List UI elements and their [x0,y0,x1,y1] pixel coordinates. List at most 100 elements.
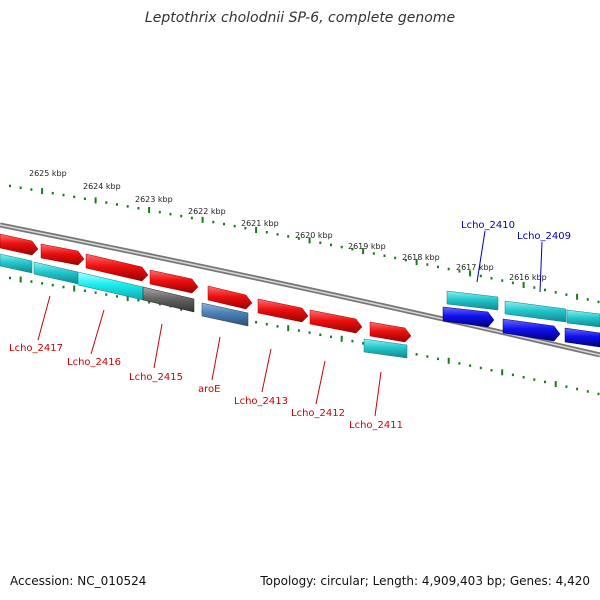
kbp-label-2617: 2617 kbp [456,263,494,272]
gene-arrow-lcho-2416[interactable] [85,253,149,282]
gene-arrow-lcho-2417[interactable] [40,243,85,266]
gene-block-cyan-2[interactable] [33,261,79,285]
minor-tick [533,378,536,381]
major-tick [576,293,579,300]
minor-tick [9,184,11,188]
minor-tick [287,235,290,238]
major-tick [94,197,97,204]
minor-tick [116,203,118,206]
gene-block-cyan-lcho-2410[interactable] [446,290,499,311]
minor-tick [437,265,439,269]
major-tick [255,227,258,233]
minor-tick [62,285,65,289]
genome-summary-text: Topology: circular; Length: 4,909,403 bp… [260,574,590,588]
minor-tick [544,288,546,292]
gene-arrow-aroe[interactable] [207,285,253,310]
minor-tick [180,214,183,218]
minor-tick [30,280,33,283]
kbp-label-2621: 2621 kbp [241,219,279,228]
forward-genes [0,233,412,343]
minor-tick [137,299,140,302]
minor-tick [319,241,322,244]
gene-block-cyan-lcho-2409[interactable] [504,300,567,323]
gene-label-lcho-2417[interactable]: Lcho_2417 [9,343,63,354]
kbp-label-2620: 2620 kbp [295,231,333,240]
minor-tick [94,291,97,294]
minor-tick [372,252,375,255]
gene-label-lcho-2413[interactable]: Lcho_2413 [234,396,288,407]
genome-backbone [0,222,600,358]
major-tick [126,295,129,302]
minor-tick [565,293,568,296]
gene-arrow-blue-2[interactable] [502,318,561,342]
minor-tick [565,385,568,388]
minor-tick [511,373,514,377]
gene-label-aroe[interactable]: aroE [198,384,220,395]
minor-tick [126,205,129,208]
major-tick [501,369,504,376]
major-tick [469,270,472,277]
gene-block-cyan-right[interactable] [566,309,600,328]
gene-label-lcho-2415[interactable]: Lcho_2415 [129,372,183,383]
minor-tick [9,276,11,280]
gene-arrow-blue-1[interactable] [442,306,495,328]
major-tick [19,276,22,283]
minor-tick [330,243,332,247]
major-tick [362,248,365,255]
minor-tick [30,188,33,191]
gene-arrow-lcho-2411[interactable] [369,321,412,343]
minor-tick [586,298,589,301]
gene-block-steel[interactable] [201,302,249,327]
minor-tick [83,197,86,200]
map-title: Leptothrix cholodnii SP-6, complete geno… [144,10,456,26]
minor-tick [522,376,525,379]
kbp-label-2616: 2616 kbp [509,273,547,282]
kbp-label-2622: 2622 kbp [188,207,226,216]
minor-tick [479,366,482,370]
gene-label-lcho-2412[interactable]: Lcho_2412 [291,408,345,419]
minor-tick [576,387,579,391]
gene-arrow-lcho-2418[interactable] [0,233,39,256]
gene-block-cyan-4[interactable] [363,338,408,359]
minor-tick [73,195,76,199]
major-tick [73,285,76,292]
minor-tick [330,335,332,339]
minor-tick [105,201,108,204]
major-tick [308,237,311,244]
gene-block-cyan-1[interactable] [0,253,33,274]
gene-label-lcho-2411[interactable]: Lcho_2411 [349,420,403,431]
major-tick [201,216,204,223]
gene-label-lcho-2409[interactable]: Lcho_2409 [517,231,571,242]
gene-block-gray[interactable] [142,286,195,313]
major-tick [148,207,151,213]
minor-tick [233,224,236,228]
gene-arrow-blue-3[interactable] [564,327,600,348]
minor-tick [83,289,86,292]
major-tick [447,357,450,364]
kbp-label-2618: 2618 kbp [402,253,440,262]
major-tick [340,335,343,342]
minor-tick [404,258,407,262]
minor-tick [351,339,354,343]
gene-label-lcho-2410[interactable]: Lcho_2410 [461,220,515,231]
minor-tick [190,216,193,220]
minor-tick [426,263,429,266]
minor-tick [426,355,429,358]
minor-tick [308,331,311,334]
minor-tick [479,274,482,278]
minor-tick [265,323,268,326]
minor-tick [533,286,536,289]
major-tick [554,381,557,388]
minor-tick [244,226,247,230]
gene-arrow-lcho-2415[interactable] [149,269,199,294]
major-tick [522,282,525,288]
minor-tick [544,380,546,384]
minor-tick [394,256,397,260]
gene-label-lcho-2416[interactable]: Lcho_2416 [67,357,121,368]
minor-tick [597,300,600,304]
gene-arrow-lcho-2412[interactable] [309,309,363,334]
minor-tick [490,277,493,280]
gene-arrow-lcho-2413[interactable] [257,298,309,323]
major-tick [415,259,418,266]
